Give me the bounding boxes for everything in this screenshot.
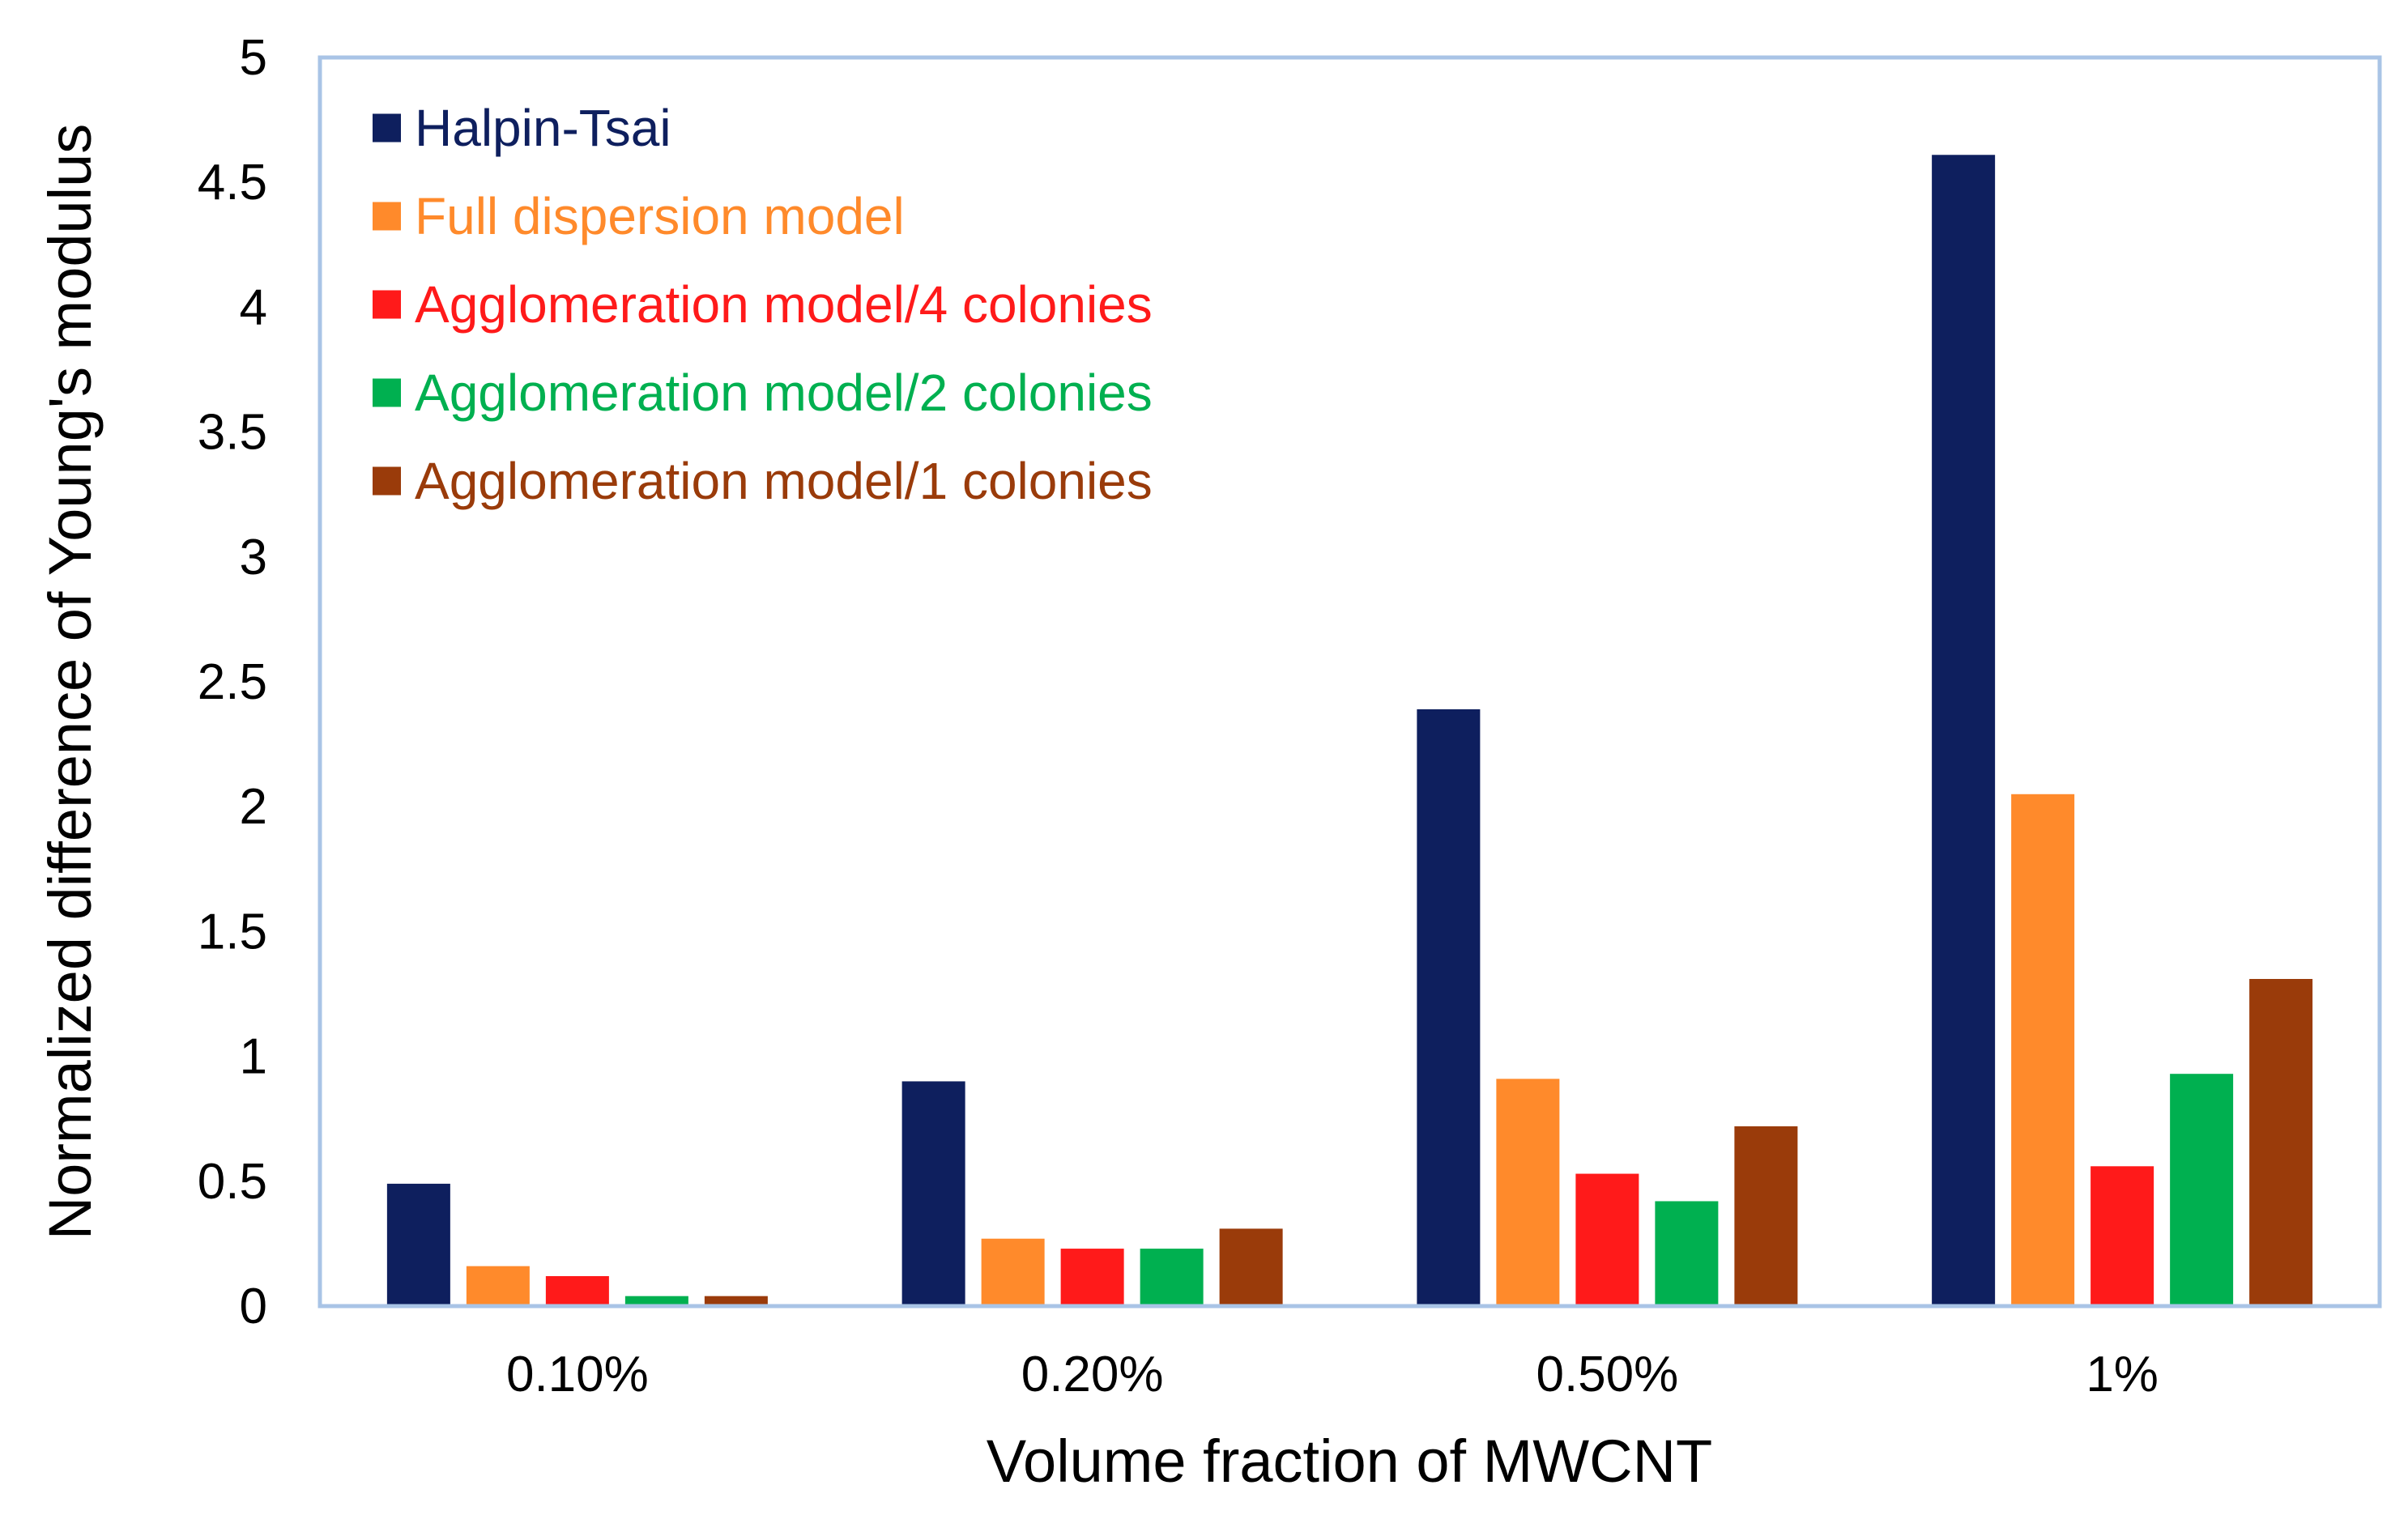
x-tick-label: 0.50%: [1536, 1347, 1678, 1402]
legend-swatch: [373, 378, 401, 407]
y-tick-label: 0: [240, 1279, 267, 1334]
bar-agglomeration-model-4-colonies-2: [1575, 1173, 1639, 1306]
y-tick-label: 2.5: [198, 654, 267, 710]
y-tick-label: 2: [240, 779, 267, 835]
bar-full-dispersion-model-1: [981, 1238, 1045, 1306]
y-tick-label: 4.5: [198, 155, 267, 211]
y-tick-label: 3.5: [198, 405, 267, 461]
x-tick-label: 0.10%: [506, 1347, 649, 1402]
bar-halpin-tsai-0: [386, 1183, 450, 1306]
y-tick-label: 4: [240, 279, 267, 335]
bar-agglomeration-model-1-colonies-1: [1219, 1228, 1283, 1306]
bar-agglomeration-model-4-colonies-0: [545, 1275, 609, 1306]
x-tick-label: 0.20%: [1021, 1347, 1164, 1402]
legend-label: Halpin-Tsai: [415, 99, 671, 157]
x-axis-title: Volume fraction of MWCNT: [987, 1428, 1712, 1495]
bar-full-dispersion-model-3: [2011, 794, 2075, 1306]
bar-full-dispersion-model-0: [466, 1266, 530, 1306]
bar-agglomeration-model-1-colonies-3: [2249, 978, 2313, 1306]
y-tick-label: 0.5: [198, 1154, 267, 1210]
bar-full-dispersion-model-2: [1496, 1079, 1560, 1306]
bar-agglomeration-model-4-colonies-3: [2090, 1166, 2154, 1306]
legend-label: Agglomeration model/1 colonies: [415, 452, 1153, 510]
bar-agglomeration-model-1-colonies-0: [704, 1296, 768, 1306]
bar-agglomeration-model-2-colonies-1: [1140, 1249, 1204, 1306]
plot-area-border: [318, 55, 2382, 1309]
y-axis-title: Normalized difference of Young's modulus: [36, 124, 104, 1241]
legend-label: Full dispersion model: [415, 187, 905, 245]
bar-halpin-tsai-3: [1932, 155, 1996, 1306]
bars-layer: [386, 155, 2313, 1306]
y-tick-label: 1.5: [198, 904, 267, 960]
bar-agglomeration-model-4-colonies-1: [1060, 1249, 1124, 1306]
bar-agglomeration-model-2-colonies-0: [624, 1296, 688, 1306]
y-tick-label: 1: [240, 1029, 267, 1085]
legend-swatch: [373, 113, 401, 143]
bar-agglomeration-model-2-colonies-2: [1655, 1201, 1719, 1306]
bar-agglomeration-model-2-colonies-3: [2170, 1074, 2234, 1306]
bar-halpin-tsai-1: [901, 1081, 965, 1306]
legend-swatch: [373, 290, 401, 319]
legend-swatch: [373, 466, 401, 496]
legend-label: Agglomeration model/2 colonies: [415, 364, 1153, 422]
x-tick-label: 1%: [2086, 1347, 2159, 1402]
legend-label: Agglomeration model/4 colonies: [415, 275, 1153, 334]
bar-halpin-tsai-2: [1417, 709, 1481, 1306]
legend: Halpin-Tsai Full dispersion model Agglomer…: [373, 99, 1153, 510]
legend-swatch: [373, 202, 401, 231]
bar-agglomeration-model-1-colonies-2: [1734, 1126, 1798, 1306]
y-tick-label: 3: [240, 530, 267, 585]
y-axis-tick-labels: 0 0.5 1 1.5 2 2.5 3 3.5 4 4.5 5: [198, 30, 267, 1334]
x-axis-tick-labels: 0.10% 0.20% 0.50% 1%: [506, 1347, 2159, 1402]
y-tick-label: 5: [240, 30, 267, 86]
